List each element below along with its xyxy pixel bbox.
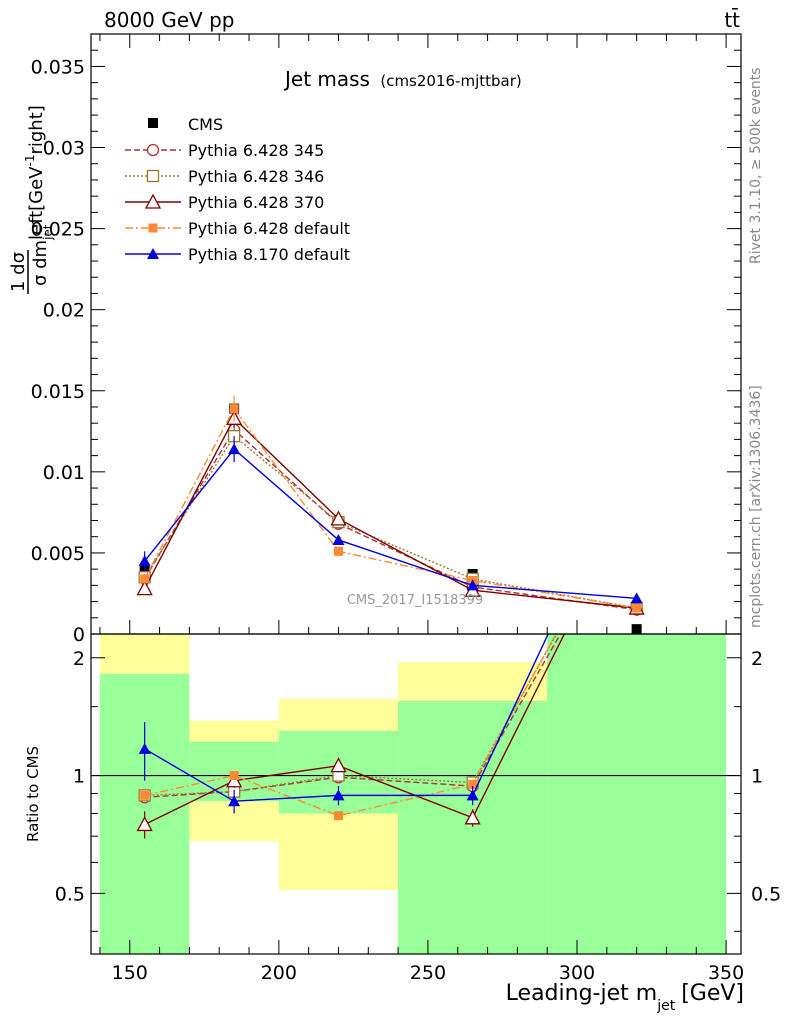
x-tick-label: 200 <box>261 962 297 984</box>
ratio-point-p6_370 <box>330 757 347 773</box>
point-p8_default <box>228 443 241 455</box>
xlabel-unit: [GeV] <box>681 981 744 1006</box>
y-tick-label: 0.025 <box>31 219 85 241</box>
x-axis-label: Leading-jet mjet [GeV] <box>506 981 744 1014</box>
legend-marker-cms <box>148 118 158 128</box>
legend-label-p6_346: Pythia 6.428 346 <box>188 167 324 186</box>
ylabel-frac-den-main: σ dm <box>30 240 51 286</box>
ratio-point-p6_default <box>140 790 150 800</box>
y-tick-label: 0.02 <box>43 300 85 322</box>
series-line-p6_default <box>144 407 637 609</box>
series-line-p8_default <box>144 448 637 600</box>
ratio-point-p6_370 <box>136 816 153 832</box>
ratio-point-p6_default <box>229 771 239 781</box>
legend-marker-p6_370 <box>144 193 162 209</box>
legend-label-p6_default: Pythia 6.428 default <box>188 219 350 238</box>
y-tick-label: 0.035 <box>31 56 85 78</box>
y-axis-label: 1 dσ σ dmjet left[GeV-1right] <box>8 105 55 294</box>
analysis-watermark: CMS_2017_I1518399 <box>347 593 483 608</box>
ratio-y-tick-label: 1 <box>73 766 85 788</box>
y-tick-label: 0.005 <box>31 543 85 565</box>
point-p8_default <box>138 555 151 567</box>
series-line-p6_370 <box>144 417 637 609</box>
axis-ticks: 0 0.005 0.01 0.015 0.02 0.025 0.03 0.035 150 200 2… <box>31 34 781 984</box>
point-p8_default <box>466 579 479 591</box>
ratio-y-tick-label: 2 <box>73 648 85 670</box>
point-p6_default <box>140 574 150 584</box>
ratio-y-tick-label-right: 1 <box>751 766 763 788</box>
legend-marker-p6_default <box>148 223 158 233</box>
ylabel-unit-main: left[GeV <box>26 166 47 240</box>
point-p6_default <box>632 603 642 613</box>
xlabel-sub: jet <box>656 998 676 1014</box>
y-tick-label: 0 <box>73 624 85 646</box>
ratio-frame <box>90 633 742 955</box>
ylabel-unit-end: right] <box>26 105 47 154</box>
ylabel-frac-den: σ dmjet <box>30 224 55 286</box>
ratio-point-p6_370 <box>226 772 243 788</box>
ylabel-unit-sup: -1 <box>23 155 37 167</box>
ylabel-frac-num: 1 dσ <box>8 252 29 292</box>
ratio-y-tick-label: 0.5 <box>55 883 85 905</box>
ratio-y-tick-label-right: 0.5 <box>751 883 781 905</box>
ratio-series-layer <box>136 634 566 839</box>
ratio-point-p8_default <box>466 789 479 801</box>
point-p6_370 <box>330 510 347 526</box>
plot-title-main: Jet mass <box>283 67 370 91</box>
x-tick-label: 350 <box>708 962 744 984</box>
legend-marker-p8_default <box>147 248 159 259</box>
point-p8_default <box>630 592 643 604</box>
legend-marker-p6_346 <box>146 169 160 183</box>
mcplots-side-label: mcplots.cern.ch [arXiv:1306.3436] <box>748 385 764 628</box>
legend-label-p6_345: Pythia 6.428 345 <box>188 141 324 160</box>
legend-label-cms: CMS <box>188 115 223 134</box>
ylabel-frac-den-sub: jet <box>41 224 55 241</box>
legend-marker-p6_345 <box>146 143 160 157</box>
x-tick-label: 300 <box>559 962 595 984</box>
ratio-point-p8_default <box>228 795 241 807</box>
legend-label-p8_default: Pythia 8.170 default <box>188 245 350 264</box>
legend: CMS Pythia 6.428 345 Pythia 6.428 346 Pythi… <box>125 115 350 264</box>
y-tick-label: 0.015 <box>31 381 85 403</box>
point-p8_default <box>332 533 345 545</box>
process-label: tt̄ <box>724 7 740 32</box>
legend-label-p6_370: Pythia 6.428 370 <box>188 193 324 212</box>
ratio-point-p8_default <box>138 742 151 754</box>
series-line-p6_345 <box>144 428 637 611</box>
plot-title-sub: (cms2016-mjttbar) <box>380 72 521 90</box>
point-p6_default <box>333 546 343 556</box>
band-inner-bin <box>398 701 548 954</box>
y-tick-label: 0.03 <box>43 138 85 160</box>
point-p6_370 <box>136 580 153 596</box>
band-inner-bin <box>547 634 727 954</box>
xlabel-main: Leading-jet m <box>506 981 658 1006</box>
ylabel-unit: left[GeV-1right] <box>23 105 47 240</box>
rivet-side-label: Rivet 3.1.10, ≥ 500k events <box>748 67 764 264</box>
series-line-p6_346 <box>144 435 637 609</box>
ratio-point-p6_default <box>468 779 478 789</box>
ratio-y-label: Ratio to CMS <box>24 746 42 842</box>
point-p6_default <box>229 404 239 414</box>
energy-label: 8000 GeV pp <box>104 8 235 32</box>
ratio-y-tick-label-right: 2 <box>751 648 763 670</box>
ratio-point-p6_default <box>333 811 343 821</box>
ratio-point-p6_370 <box>464 809 481 825</box>
ratio-point-p8_default <box>332 789 345 801</box>
x-tick-label: 150 <box>112 962 148 984</box>
y-tick-label: 0.01 <box>43 462 85 484</box>
x-tick-label: 250 <box>410 962 446 984</box>
main-series-layer <box>136 395 645 634</box>
plot-title: Jet mass (cms2016-mjttbar) <box>283 67 522 91</box>
